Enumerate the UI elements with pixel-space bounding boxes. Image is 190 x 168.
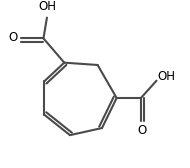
Text: O: O	[9, 31, 18, 44]
Text: OH: OH	[157, 70, 175, 83]
Text: OH: OH	[39, 0, 57, 13]
Text: O: O	[137, 123, 146, 137]
